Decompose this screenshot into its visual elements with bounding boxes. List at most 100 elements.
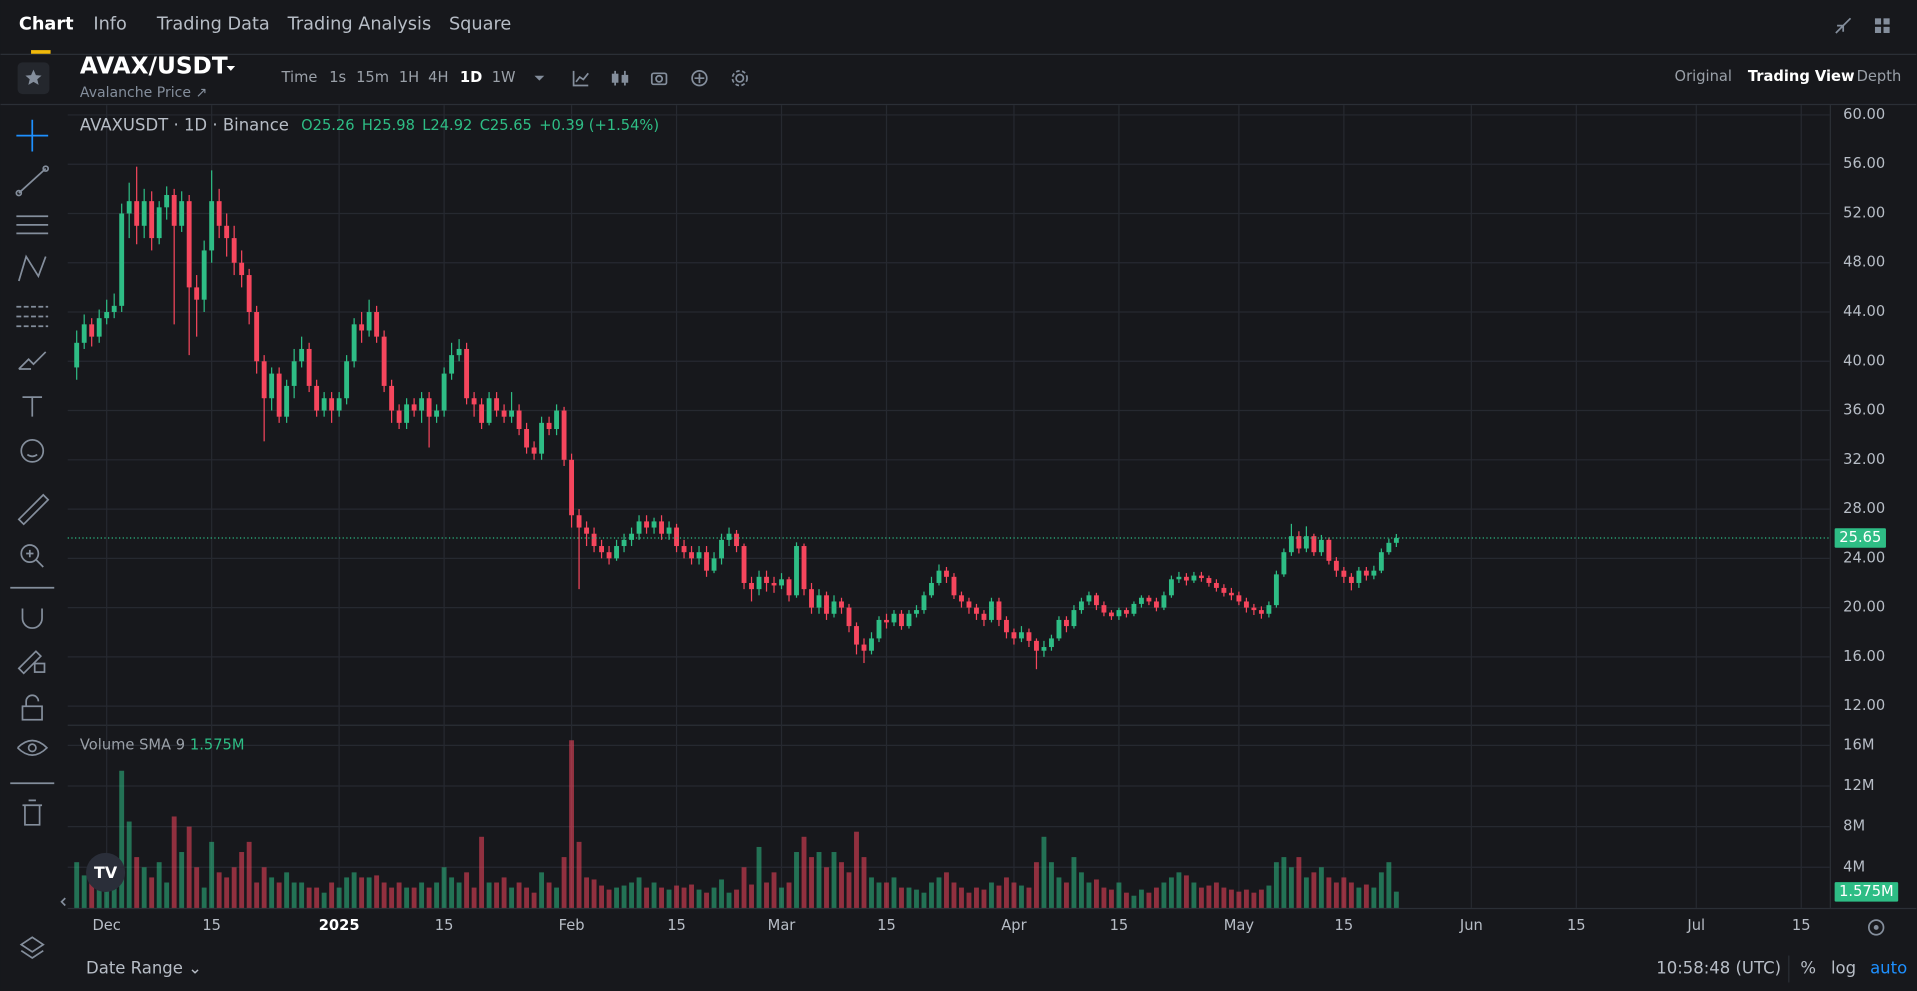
scale-option[interactable]: log [1831, 959, 1856, 978]
ohlc-legend: O25.26 H25.98 L24.92 C25.65 +0.39 (+1.54%) [301, 117, 659, 134]
volume-bar [1049, 862, 1054, 908]
volume-bar [1183, 875, 1189, 908]
interval[interactable]: 4H [428, 69, 448, 86]
candle-body [119, 213, 125, 306]
volume-bar [246, 841, 252, 908]
candle-body [771, 582, 777, 586]
volume-bar [1146, 892, 1152, 908]
settings-icon[interactable] [1867, 919, 1885, 936]
candle-body [1311, 536, 1317, 553]
nav-tab[interactable]: Trading Data [156, 14, 270, 34]
candle-body [719, 539, 724, 559]
interval[interactable]: 1s [329, 69, 346, 86]
volume-bar [1206, 885, 1212, 908]
candle-body [644, 521, 649, 528]
volume-bar [516, 882, 522, 908]
view-option[interactable]: Depth [1857, 68, 1902, 85]
candle-body [1296, 536, 1302, 549]
date-range[interactable]: Date Range ⌄ [86, 959, 202, 978]
volume-bar [1318, 867, 1324, 908]
y-tick-label: 32.00 [1843, 451, 1885, 468]
volume-bar [876, 882, 882, 908]
volume-bar [974, 887, 979, 908]
interval[interactable]: 15m [356, 69, 389, 86]
candle-body [1356, 570, 1362, 583]
toolbar-icons[interactable] [572, 70, 748, 87]
ohlc-value: C25.65 [480, 117, 532, 134]
candle-body [1348, 576, 1354, 583]
volume-bar [111, 887, 117, 908]
pair-subtitle[interactable]: Avalanche Price ↗ [80, 85, 207, 101]
layout-icon[interactable] [1874, 18, 1890, 33]
x-tick-label: 15 [435, 917, 454, 934]
scale-option[interactable]: % [1800, 959, 1816, 978]
nav-tab[interactable]: Info [93, 14, 127, 34]
candle-body [396, 410, 402, 423]
scroll-left[interactable] [60, 897, 66, 907]
candle-body [1281, 552, 1287, 575]
collapse-icon[interactable] [1835, 17, 1852, 34]
volume-bar [636, 877, 642, 908]
tv-logo[interactable] [86, 852, 126, 893]
candle-body [224, 225, 230, 239]
candle-body [569, 459, 575, 516]
volume-bar [764, 882, 769, 908]
candle-body [471, 398, 477, 405]
volume-bar [1281, 857, 1287, 908]
candle-body [1213, 582, 1219, 588]
candle-body [441, 373, 447, 411]
volume-bar [599, 885, 605, 908]
pair-dropdown[interactable] [226, 65, 236, 71]
volume-bar [899, 887, 904, 908]
candle-body [696, 552, 702, 559]
view-option[interactable]: Original [1675, 68, 1732, 85]
candle-body [344, 361, 350, 399]
interval[interactable]: Time [281, 69, 318, 86]
volume-bar [794, 852, 799, 908]
volume-bar [509, 887, 515, 908]
last-price-label: 25.65 [1839, 529, 1881, 546]
drawing-toolbar[interactable] [10, 119, 55, 960]
nav-tab[interactable]: Trading Analysis [287, 14, 432, 34]
volume-bar [501, 877, 507, 908]
candle-body [479, 404, 485, 423]
y-tick-label: 24.00 [1843, 549, 1885, 566]
nav-tab[interactable]: Square [449, 14, 511, 34]
candle-body [509, 410, 515, 417]
volume-bar [704, 892, 709, 908]
candle-body [284, 385, 290, 417]
volume-bar [209, 841, 215, 908]
pair-title[interactable]: AVAX/USDT [80, 53, 228, 80]
volume-bar [959, 887, 964, 908]
interval[interactable]: 1W [492, 69, 516, 86]
candle-body [681, 546, 687, 553]
candle-body [1333, 560, 1339, 571]
candle-body [764, 576, 769, 583]
volume-bar [771, 872, 777, 908]
volume-bar [914, 889, 919, 908]
interval-dropdown[interactable] [534, 75, 545, 81]
interval[interactable]: 1D [460, 69, 482, 86]
volume-bar [1011, 882, 1017, 908]
candle-body [1079, 601, 1084, 611]
candle-body [809, 589, 814, 608]
volume-bar [276, 882, 282, 908]
last-price-tag [1834, 528, 1886, 548]
symbol-legend: AVAXUSDT · 1D · Binance [80, 115, 289, 134]
nav-tab[interactable]: Chart [19, 14, 74, 34]
scale-option[interactable]: auto [1870, 959, 1907, 978]
volume-bar [1161, 882, 1167, 908]
candle-body [996, 601, 1002, 620]
candle-body [1071, 610, 1077, 627]
candle-body [246, 275, 252, 313]
tab-indicator [31, 50, 51, 54]
candle-body [1393, 538, 1399, 543]
view-option[interactable]: Trading View [1748, 68, 1855, 85]
interval[interactable]: 1H [399, 69, 419, 86]
volume-bar [254, 882, 260, 908]
candle-body [111, 305, 117, 313]
candle-body [674, 527, 679, 547]
candle-body [1371, 570, 1377, 576]
candle-body [1101, 605, 1107, 613]
